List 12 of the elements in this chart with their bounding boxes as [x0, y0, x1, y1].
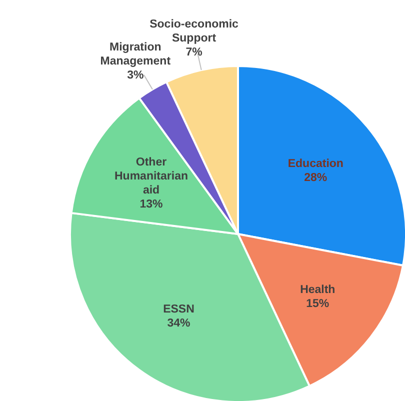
data-label: 3%	[127, 70, 144, 82]
data-label: 7%	[186, 46, 202, 58]
data-label: 13%	[140, 198, 163, 211]
slice-label: Other Humanitarian aid	[114, 156, 188, 197]
slice-label: Health	[300, 284, 336, 296]
data-label: 28%	[304, 172, 328, 184]
data-label: 15%	[306, 298, 330, 310]
data-label: 34%	[167, 318, 190, 330]
slice-label: Socio-economic Support	[150, 18, 240, 44]
slice-label: Migration Management	[100, 42, 171, 68]
slice-label: ESSN	[163, 304, 194, 316]
slice-label: Education	[288, 158, 344, 170]
